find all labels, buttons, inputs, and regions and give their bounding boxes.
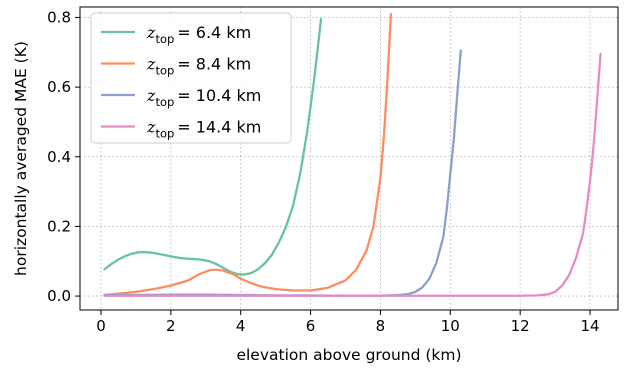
x-tick-label: 12 [511, 317, 530, 335]
series-line-4 [103, 52, 602, 297]
y-tick-label: 0.6 [47, 78, 71, 96]
plot-frame [79, 6, 619, 311]
y-tick-label: 0.8 [47, 8, 71, 26]
y-tick-label: 0.0 [47, 287, 71, 305]
legend-entry-label: ztop = 10.4 km [146, 86, 261, 109]
legend: ztop = 6.4 km ztop = 8.4 km ztop = 10.4 km zto… [90, 12, 292, 144]
x-tick-label: 10 [441, 317, 460, 335]
y-tick-label: 0.4 [47, 148, 71, 166]
legend-box [90, 12, 292, 144]
y-axis-ticks: 0.0 0.2 0.4 0.6 0.8 [47, 8, 80, 305]
legend-entry-label: ztop = 6.4 km [146, 23, 251, 46]
x-tick-label: 8 [376, 317, 386, 335]
series-line-2 [103, 12, 393, 297]
x-tick-label: 14 [581, 317, 600, 335]
y-tick-label: 0.2 [47, 217, 71, 235]
y-axis-label: horizontally averaged MAE (K) [12, 41, 30, 276]
x-tick-label: 2 [166, 317, 176, 335]
x-axis-label: elevation above ground (km) [236, 346, 461, 364]
x-axis-ticks: 0 2 4 6 8 10 12 14 [96, 310, 600, 335]
series-line-1 [103, 18, 323, 276]
x-tick-label: 4 [236, 317, 246, 335]
x-tick-label: 6 [306, 317, 316, 335]
legend-entry-label: ztop = 14.4 km [146, 118, 261, 141]
x-tick-label: 0 [96, 317, 106, 335]
series-lines [103, 12, 602, 297]
legend-entry-label: ztop = 8.4 km [146, 55, 251, 78]
